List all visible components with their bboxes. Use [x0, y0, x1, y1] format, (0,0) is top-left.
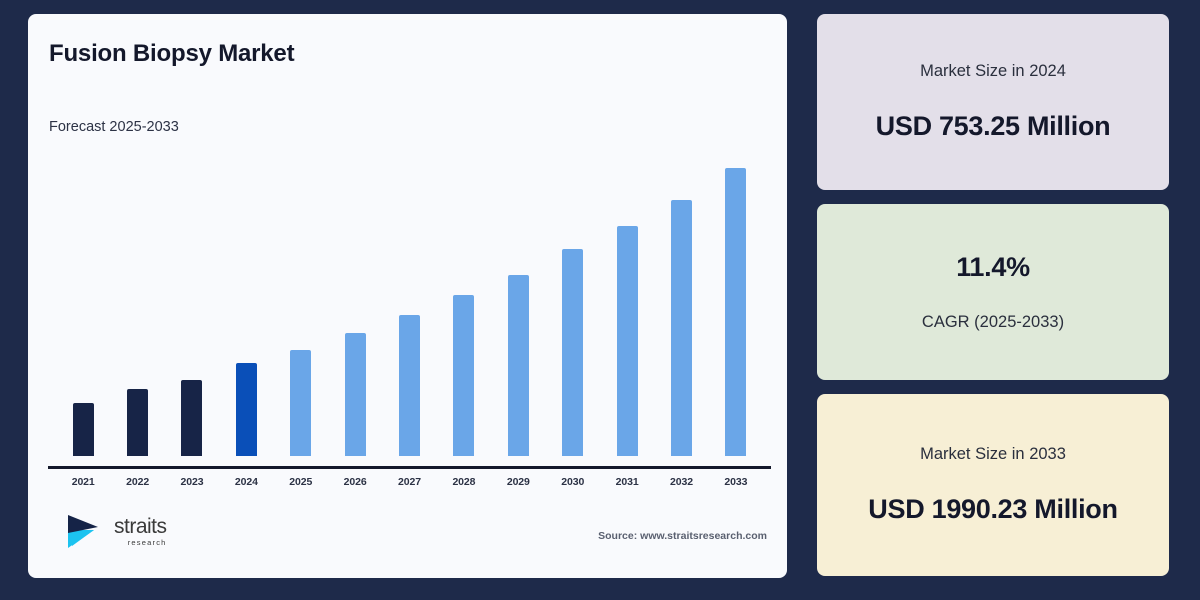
x-tick-2025: 2025 [289, 476, 313, 488]
straits-research-logo: straits research [64, 512, 167, 550]
bar-2031[interactable] [616, 226, 638, 456]
bar-slot [654, 144, 708, 456]
bar-slot [274, 144, 328, 456]
bar-2027[interactable] [399, 315, 421, 456]
source-attribution: Source: www.straitsresearch.com [598, 530, 767, 542]
bar-slot [56, 144, 110, 456]
x-axis-line [48, 466, 771, 469]
logo-word: straits [114, 514, 167, 538]
chart-subtitle: Forecast 2025-2033 [49, 119, 179, 135]
x-axis-tick-labels: 2021 2022 2023 2024 2025 2026 2027 2028 2029 2030… [48, 472, 771, 494]
bar-2028[interactable] [453, 295, 475, 456]
bar-2030[interactable] [562, 249, 584, 456]
logo-wordmark: straits research [114, 516, 167, 547]
card-value: USD 753.25 Million [875, 111, 1111, 141]
stat-card-cagr: 11.4% CAGR (2025-2033) [817, 204, 1169, 380]
straits-arrow-icon [64, 512, 106, 550]
x-tick-2030: 2030 [561, 476, 585, 488]
bar-slot [165, 144, 219, 456]
bar-2033[interactable] [725, 168, 747, 456]
bar-2025[interactable] [290, 350, 312, 456]
stat-cards: Market Size in 2024 USD 753.25 Million 1… [817, 14, 1169, 578]
bar-2026[interactable] [344, 333, 366, 456]
x-tick-2022: 2022 [126, 476, 150, 488]
bar-slot [328, 144, 382, 456]
card-value: USD 1990.23 Million [868, 494, 1118, 524]
x-tick-2029: 2029 [506, 476, 530, 488]
x-tick-2023: 2023 [180, 476, 204, 488]
card-value: 11.4% [956, 252, 1030, 282]
card-label: Market Size in 2024 [920, 62, 1066, 80]
bar-series [48, 144, 771, 456]
bar-slot [437, 144, 491, 456]
chart-panel: Fusion Biopsy Market Forecast 2025-2033 … [28, 14, 787, 578]
bar-slot [110, 144, 164, 456]
stat-card-market-size-2024: Market Size in 2024 USD 753.25 Million [817, 14, 1169, 190]
bar-2021[interactable] [72, 403, 94, 456]
bar-2024[interactable] [235, 363, 257, 456]
bar-2023[interactable] [181, 380, 203, 456]
bar-slot [709, 144, 763, 456]
stat-card-market-size-2033: Market Size in 2033 USD 1990.23 Million [817, 394, 1169, 576]
x-tick-2032: 2032 [670, 476, 693, 488]
bar-2029[interactable] [507, 275, 529, 456]
logo-subword: research [127, 537, 167, 547]
bar-2032[interactable] [670, 200, 692, 456]
x-tick-2021: 2021 [71, 476, 95, 488]
x-tick-2033: 2033 [724, 476, 748, 488]
card-label: Market Size in 2033 [920, 445, 1066, 463]
x-tick-2031: 2031 [615, 476, 639, 488]
bar-chart-plot-area [48, 144, 771, 456]
x-tick-2026: 2026 [343, 476, 367, 488]
x-tick-2027: 2027 [398, 476, 422, 488]
x-tick-2024: 2024 [234, 476, 258, 488]
bar-slot [600, 144, 654, 456]
bar-2022[interactable] [127, 389, 149, 456]
card-label: CAGR (2025-2033) [921, 313, 1065, 331]
bar-slot [219, 144, 273, 456]
page-title: Fusion Biopsy Market [49, 40, 295, 67]
bar-slot [382, 144, 436, 456]
bar-slot [491, 144, 545, 456]
bar-slot [546, 144, 600, 456]
x-tick-2028: 2028 [452, 476, 476, 488]
